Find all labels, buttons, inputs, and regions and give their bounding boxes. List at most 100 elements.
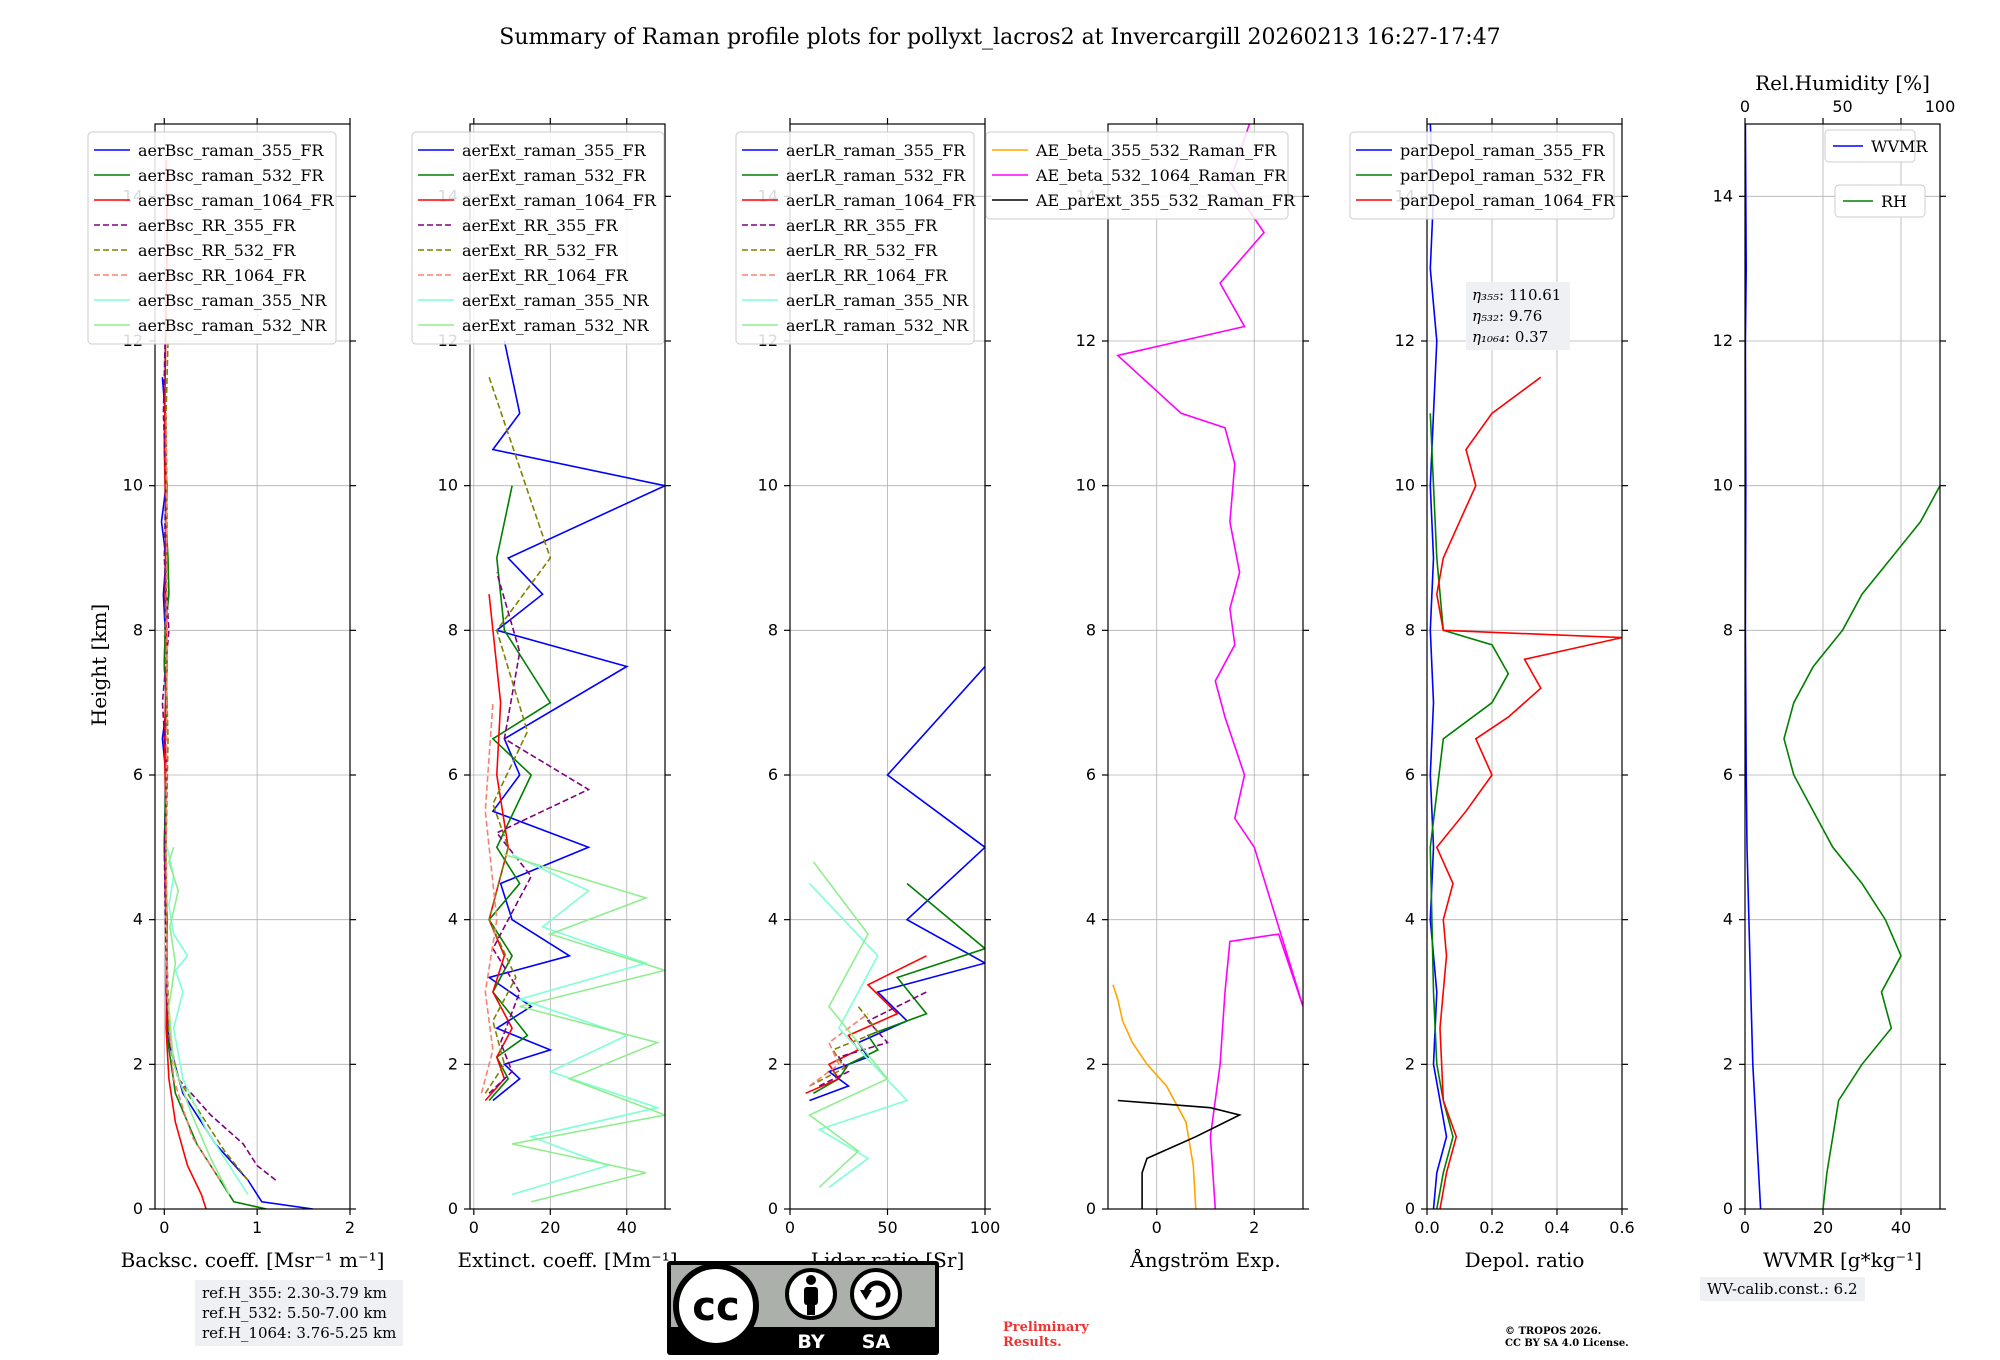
x-tick-label-wvmr-0: 0	[1740, 1218, 1750, 1237]
x-axis-label-wvmr: WVMR [g*kg⁻¹]	[1763, 1248, 1922, 1272]
y-tick-label-angstrom-2: 4	[1086, 910, 1096, 929]
y-tick-label-extinct-0: 0	[448, 1199, 458, 1218]
preliminary-line-2: Results.	[1003, 1335, 1062, 1350]
sa-share-icon	[850, 1268, 902, 1320]
y-tick-label-depol-2: 4	[1405, 910, 1415, 929]
series-line-aerLR_raman_532_NR	[807, 861, 889, 1188]
y-tick-label-backsc-0: 0	[133, 1199, 143, 1218]
legend-depol: parDepol_raman_355_FR parDepol_raman_532_…	[1349, 131, 1616, 220]
series-line-WVMR	[1745, 124, 1762, 1209]
preliminary-line-1: Preliminary	[1003, 1320, 1089, 1335]
wv-calibration-box: WV-calib.const.: 6.2	[1700, 1277, 1865, 1301]
copyright-line-2: CC BY SA 4.0 License.	[1505, 1338, 1629, 1349]
legend-box-RH: RH	[1834, 184, 1926, 218]
x-tick-label-angstrom-1: 2	[1249, 1218, 1259, 1237]
cc-sa-label: SA	[862, 1331, 891, 1353]
legend-entry-aerLR_raman_532_NR: aerLR_raman_532_NR	[786, 316, 969, 335]
series-group-backsc	[160, 160, 314, 1209]
series-line-RH	[1783, 485, 1940, 1209]
ref-height-355: ref.H_355: 2.30-3.79 km	[202, 1284, 387, 1302]
x-axis-label-extinct: Extinct. coeff. [Mm⁻¹]	[457, 1248, 677, 1272]
x-tick-label-depol-3: 0.6	[1609, 1218, 1634, 1237]
legend-entry-aerLR_raman_355_FR: aerLR_raman_355_FR	[786, 141, 966, 160]
y-tick-label-backsc-2: 4	[133, 910, 143, 929]
reference-heights-box: ref.H_355: 2.30-3.79 km ref.H_532: 5.50-…	[195, 1280, 404, 1346]
legend-entry-aerBsc_raman_355_FR: aerBsc_raman_355_FR	[138, 141, 324, 160]
x-tick-label-depol-0: 0.0	[1414, 1218, 1439, 1237]
legend-entry-parDepol_raman_532_FR: parDepol_raman_532_FR	[1400, 166, 1606, 185]
legend-entry-WVMR: WVMR	[1871, 137, 1928, 156]
panel-lidar: 05010002468101214Lidar ratio [Sr]aerLR_r…	[735, 118, 1001, 1272]
axes-frame-depol	[1426, 123, 1623, 1210]
y-tick-label-extinct-5: 10	[438, 476, 458, 495]
legend-entry-aerBsc_raman_1064_FR: aerBsc_raman_1064_FR	[138, 191, 335, 210]
y-tick-label-lidar-5: 10	[758, 476, 778, 495]
series-line-aerLR_raman_355_FR	[809, 665, 985, 1102]
y-tick-label-angstrom-5: 10	[1076, 476, 1096, 495]
legend-entry-AE_beta_355_532_Raman_FR: AE_beta_355_532_Raman_FR	[1035, 141, 1277, 160]
x-axis-label-angstrom: Ångström Exp.	[1129, 1247, 1280, 1272]
y-tick-label-depol-1: 2	[1405, 1054, 1415, 1073]
panel-angstrom: 0202468101214Ångström Exp.AE_beta_355_53…	[985, 118, 1309, 1272]
y-tick-label-backsc-3: 6	[133, 765, 143, 784]
series-line-aerExt_raman_1064_FR	[484, 594, 514, 1102]
y-tick-label-lidar-3: 6	[768, 765, 778, 784]
legend-entry-aerExt_raman_355_FR: aerExt_raman_355_FR	[462, 141, 647, 160]
legend-entry-parDepol_raman_1064_FR: parDepol_raman_1064_FR	[1400, 191, 1616, 210]
series-line-aerBsc_raman_532_FR	[163, 413, 267, 1209]
axes-frame-wvmr	[1744, 123, 1941, 1210]
panel-depol: 0.00.20.40.602468101214Depol. ratioparDe…	[1349, 118, 1635, 1272]
y-tick-label-backsc-4: 8	[133, 620, 143, 639]
legend-lidar: aerLR_raman_355_FR aerLR_raman_532_FR aerL…	[735, 131, 976, 345]
x-tick-label-depol-2: 0.4	[1544, 1218, 1569, 1237]
y-tick-label-angstrom-1: 2	[1086, 1054, 1096, 1073]
eta-entry-1: η₅₃₂: 9.76	[1472, 307, 1542, 325]
preliminary-results-note: Preliminary Results.	[1003, 1320, 1089, 1350]
copyright-note: © TROPOS 2026. CC BY SA 4.0 License.	[1505, 1326, 1629, 1350]
figure-title: Summary of Raman profile plots for polly…	[499, 25, 1500, 50]
x-tick-label-backsc-2: 2	[345, 1218, 355, 1237]
x-tick-label-angstrom-0: 0	[1152, 1218, 1162, 1237]
y-tick-label-depol-0: 0	[1405, 1199, 1415, 1218]
series-line-AE_beta_532_1064_Raman_FR	[1116, 124, 1303, 1209]
y-tick-label-wvmr-2: 4	[1723, 910, 1733, 929]
y-tick-label-wvmr-5: 10	[1713, 476, 1733, 495]
ref-height-532: ref.H_532: 5.50-7.00 km	[202, 1304, 387, 1322]
y-tick-label-wvmr-7: 14	[1713, 186, 1733, 205]
series-group-angstrom	[1112, 124, 1303, 1209]
y-tick-label-extinct-1: 2	[448, 1054, 458, 1073]
series-line-AE_parExt_355_532_Raman_FR	[1117, 1099, 1242, 1209]
x-axis-label-depol: Depol. ratio	[1465, 1248, 1585, 1272]
legend-entry-aerLR_RR_532_FR: aerLR_RR_532_FR	[786, 241, 938, 260]
legend-entry-aerLR_raman_355_NR: aerLR_raman_355_NR	[786, 291, 969, 310]
legend-entry-aerExt_raman_355_NR: aerExt_raman_355_NR	[462, 291, 650, 310]
x2-tick-label-wvmr-1: 50	[1832, 97, 1852, 116]
legend-entry-RH: RH	[1881, 192, 1907, 211]
cc-by-label: BY	[797, 1331, 824, 1353]
x2-tick-label-wvmr-2: 100	[1925, 97, 1956, 116]
legend-entry-aerExt_RR_1064_FR: aerExt_RR_1064_FR	[462, 266, 629, 285]
axes-frame-extinct	[469, 123, 666, 1210]
y-tick-label-lidar-0: 0	[768, 1199, 778, 1218]
x-tick-label-lidar-1: 50	[877, 1218, 897, 1237]
y-tick-label-depol-5: 10	[1395, 476, 1415, 495]
panels-group: 01202468101214Backsc. coeff. [Msr⁻¹ m⁻¹]…	[87, 71, 1956, 1272]
panel-wvmr: 0 20 40 0 2 4 6 8 10 12 14 WVMR [g*kg⁻¹] 0 50 100 Rel.H…	[1713, 71, 1956, 1272]
legend-entry-aerBsc_raman_532_FR: aerBsc_raman_532_FR	[138, 166, 324, 185]
y-tick-label-wvmr-6: 12	[1713, 331, 1733, 350]
y-axis-label: Height [km]	[87, 604, 111, 726]
panel-backsc: 01202468101214Backsc. coeff. [Msr⁻¹ m⁻¹]…	[87, 118, 384, 1272]
legend-entry-aerLR_RR_355_FR: aerLR_RR_355_FR	[786, 216, 938, 235]
series-line-aerLR_raman_355_NR	[808, 882, 909, 1188]
y-tick-label-wvmr-0: 0	[1723, 1199, 1733, 1218]
legend-entry-aerBsc_RR_532_FR: aerBsc_RR_532_FR	[138, 241, 296, 260]
x-tick-label-backsc-0: 0	[159, 1218, 169, 1237]
y-tick-label-extinct-2: 4	[448, 910, 458, 929]
legend-entry-aerExt_raman_532_FR: aerExt_raman_532_FR	[462, 166, 647, 185]
series-line-aerLR_raman_532_FR	[813, 882, 985, 1094]
y-tick-label-angstrom-4: 8	[1086, 620, 1096, 639]
legend-entry-aerBsc_raman_355_NR: aerBsc_raman_355_NR	[138, 291, 327, 310]
x-tick-label-lidar-2: 100	[970, 1218, 1001, 1237]
y-tick-label-wvmr-3: 6	[1723, 765, 1733, 784]
legend-entry-aerLR_raman_532_FR: aerLR_raman_532_FR	[786, 166, 966, 185]
